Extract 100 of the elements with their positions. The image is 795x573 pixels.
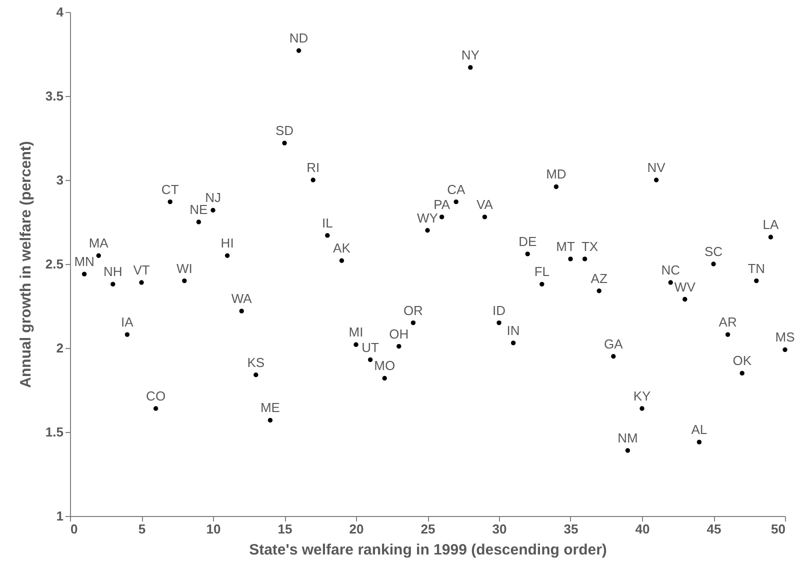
x-tick-label: 35 [564,522,578,536]
annotation: OH [389,326,409,342]
annotation: MD [546,166,566,182]
y-axis-title: Annual growth in welfare (percent) [17,141,34,388]
x-tick-label: 0 [70,522,78,536]
x-tick-label: 40 [635,522,650,536]
point [439,214,444,220]
point [582,256,588,262]
x-tick-label: 10 [206,522,221,536]
x-tick-label: 20 [349,522,364,536]
annotation: IA [121,314,134,330]
y-tick-label: 3.5 [45,88,64,104]
point [768,234,774,240]
y-tick-label: 3 [56,172,64,188]
point [625,448,630,453]
annotation: KY [633,388,651,404]
annotation: DE [518,234,537,249]
annotation: VT [133,262,150,278]
point [482,214,488,220]
annotation: MA [88,236,109,251]
annotation: NC [661,262,680,278]
y-tick-label: 4 [56,4,64,20]
annotation: NH [104,264,122,280]
annotation: LA [762,217,779,232]
point [82,272,87,276]
point [224,253,230,258]
annotation: IN [506,322,520,338]
point [740,370,744,376]
point [210,208,216,213]
point [96,253,101,258]
annotation: ND [289,30,308,46]
point [668,280,673,285]
point [468,65,473,70]
annotation: RI [306,160,320,175]
annotation: TN [748,260,766,276]
point [196,220,202,224]
annotation: FL [534,264,550,280]
point [168,200,172,204]
annotation: AK [333,240,351,256]
x-tick-label: 5 [138,522,146,536]
annotation: CT [161,182,179,197]
annotation: OR [403,302,423,318]
point [325,233,330,238]
annotation: AZ [590,270,608,286]
point [554,184,559,190]
point [282,140,287,146]
annotation: IL [322,215,333,230]
point [354,342,358,347]
y-tick-label: 2 [56,340,64,356]
point [110,282,116,286]
point [296,48,302,53]
y-tick-label: 2.5 [45,256,64,272]
annotation: KS [247,354,265,370]
annotation: AL [691,422,708,438]
annotation: MN [74,254,94,270]
point [396,344,402,349]
annotation: GA [604,336,624,352]
point [782,347,788,352]
point [496,320,502,326]
point [268,418,273,423]
annotation: WA [231,291,252,306]
point [182,278,187,284]
annotation: UT [362,340,380,355]
annotation: NY [461,47,480,62]
annotation: OK [732,353,752,368]
point [510,340,516,346]
annotation: MO [374,358,396,374]
x-axis-title: State's welfare ranking in 1999 (descending order) [249,542,607,558]
annotation: NM [618,430,638,446]
point [239,308,244,314]
annotation: WV [674,279,696,294]
point [654,178,659,182]
point [368,357,373,362]
annotation: VA [476,196,494,212]
annotation: SD [275,123,294,138]
point [254,372,258,378]
point [339,258,344,263]
annotation: MS [775,330,795,345]
point [124,332,130,337]
annotation: SC [704,244,723,259]
point [682,296,688,302]
annotation: MT [556,238,575,254]
annotation: AR [718,314,737,330]
annotation: MI [348,324,364,340]
point [310,178,316,182]
point [754,278,759,284]
annotation: NV [647,160,666,175]
x-tick-label: 15 [278,522,292,536]
point [153,406,158,411]
annotation: PA [434,196,450,212]
y-tick-label: 1.5 [45,424,64,440]
x-tick-label: 30 [492,522,507,536]
annotation: ME [260,400,280,416]
point [611,354,616,359]
point [382,376,387,381]
x-tick-label: 25 [420,522,436,536]
point [540,282,544,286]
x-tick-label: 45 [706,522,722,536]
point [640,406,644,411]
point [568,256,573,262]
